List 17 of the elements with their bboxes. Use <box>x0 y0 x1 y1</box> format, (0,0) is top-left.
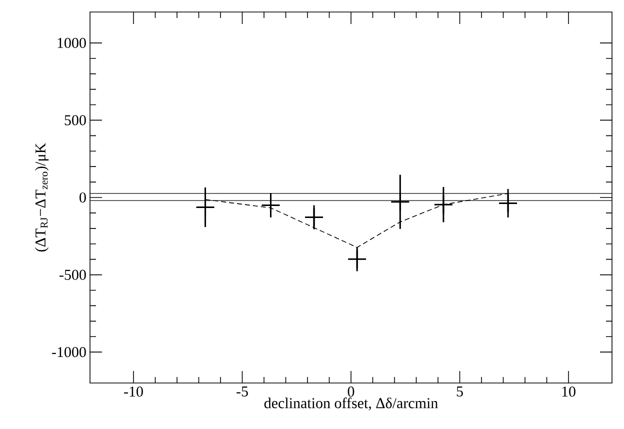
point <box>304 208 324 228</box>
point <box>498 193 518 213</box>
point <box>196 197 216 217</box>
x-axis-title: declination offset, Δδ/arcmin <box>264 398 438 410</box>
y-tick-label: 1000 <box>58 38 86 48</box>
y-tick-label: -500 <box>60 270 86 280</box>
x-tick-label: 10 <box>562 386 576 397</box>
x-tick-label: -5 <box>236 386 248 396</box>
point <box>390 192 410 212</box>
x-tick-label: 0 <box>348 386 354 397</box>
y-tick-label: 500 <box>64 115 86 126</box>
x-tick-label: 5 <box>456 386 463 396</box>
y-tick-label: 0 <box>80 192 86 203</box>
x-tick-label: -10 <box>124 386 143 397</box>
y-axis-title: (ΔT$_{RJ}$−ΔT$_{zero}$)/μK <box>35 143 49 252</box>
point <box>434 194 454 214</box>
y-tick-label: -1000 <box>52 347 86 358</box>
